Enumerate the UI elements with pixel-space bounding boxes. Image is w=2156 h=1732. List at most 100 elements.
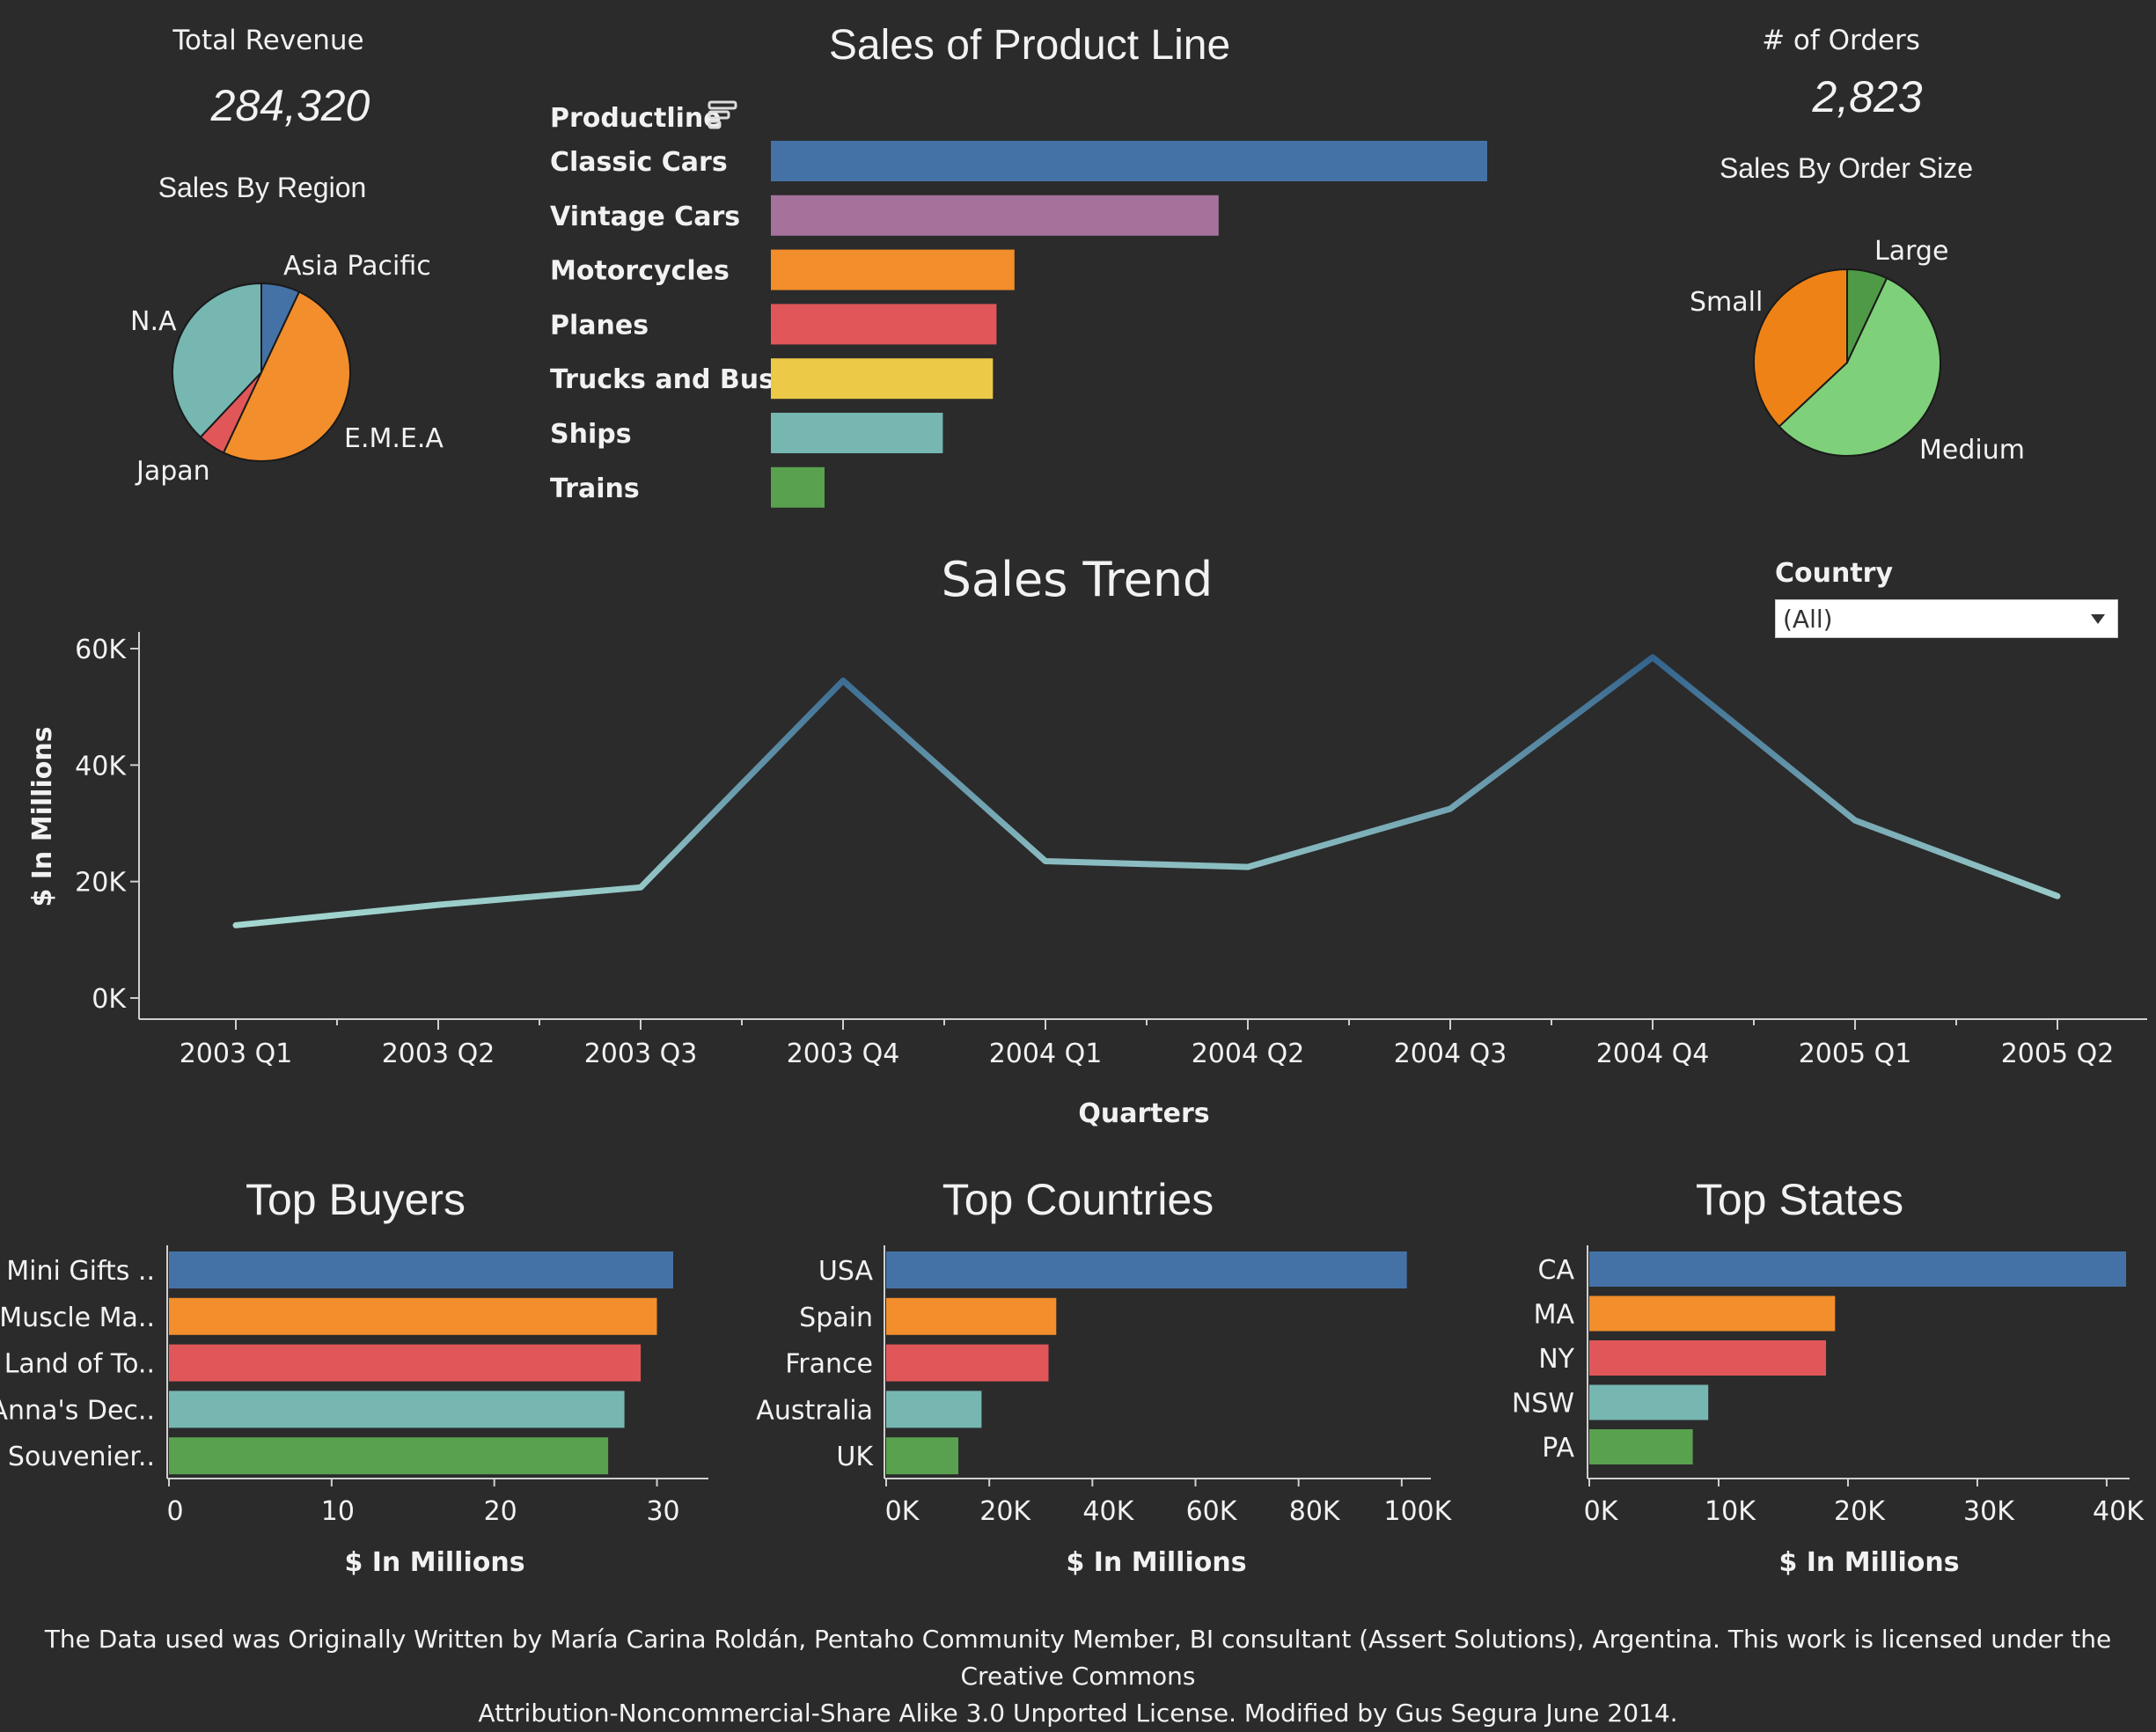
country-dropdown[interactable]: (All) bbox=[1775, 599, 2118, 638]
orders-count-value: 2,823 bbox=[1811, 72, 1922, 121]
region-label-asia-pacific: Asia Pacific bbox=[283, 251, 431, 282]
trend-x-tick-label: 2004 Q1 bbox=[989, 1038, 1103, 1069]
top-states-bar[interactable] bbox=[1589, 1251, 2126, 1287]
top-buyers-chart: Mini Gifts .. Muscle Ma.. Land of To.. Anna… bbox=[0, 1245, 708, 1527]
top-buyers-bar[interactable] bbox=[169, 1297, 657, 1335]
top-states-x-axis-title: $ In Millions bbox=[1778, 1547, 1959, 1578]
top-states-x-tick-label: 30K bbox=[1963, 1496, 2015, 1527]
top-countries-bar[interactable] bbox=[886, 1251, 1407, 1288]
country-dropdown-value: (All) bbox=[1783, 605, 1833, 634]
sort-icon[interactable] bbox=[708, 100, 737, 129]
sales-trend-line[interactable] bbox=[232, 654, 2061, 928]
productline-label: Motorcycles bbox=[550, 256, 730, 287]
top-countries-bar[interactable] bbox=[886, 1391, 982, 1428]
top-states-chart: CA MA NY NSW PA 0K 10K 20K 30K 40K bbox=[1512, 1245, 2145, 1527]
top-countries-x-tick-label: 60K bbox=[1186, 1496, 1238, 1527]
order-size-label-large: Large bbox=[1874, 236, 1948, 267]
trend-y-axis-title: $ In Millions bbox=[27, 726, 58, 906]
order-size-pie bbox=[1753, 268, 1942, 457]
top-buyers-x-axis-title: $ In Millions bbox=[344, 1547, 524, 1578]
order-size-slice-medium[interactable] bbox=[1778, 276, 1942, 457]
top-countries-category-label: Australia bbox=[756, 1395, 873, 1426]
top-countries-category-label: USA bbox=[818, 1256, 874, 1287]
top-states-category-label: PA bbox=[1542, 1433, 1574, 1464]
trend-x-tick-label: 2004 Q3 bbox=[1394, 1038, 1507, 1069]
top-countries-x-axis-title: $ In Millions bbox=[1066, 1547, 1246, 1578]
footer-line-1: The Data used was Originally Written by … bbox=[44, 1625, 2112, 1691]
trend-x-tick-label: 2005 Q2 bbox=[2001, 1038, 2115, 1069]
order-size-label-medium: Medium bbox=[1919, 435, 2025, 466]
trend-y-tick-label: 60K bbox=[75, 635, 127, 665]
top-states-bar[interactable] bbox=[1589, 1384, 1709, 1420]
total-revenue-value: 284,320 bbox=[210, 81, 370, 130]
top-states-category-label: MA bbox=[1534, 1300, 1575, 1331]
trend-y-tick-label: 40K bbox=[75, 751, 127, 782]
top-states-x-tick-label: 0K bbox=[1584, 1496, 1619, 1527]
region-label-emea: E.M.E.A bbox=[344, 423, 444, 454]
top-countries-bar[interactable] bbox=[886, 1437, 958, 1475]
productline-bar[interactable] bbox=[771, 466, 825, 508]
order-size-slice-small[interactable] bbox=[1753, 268, 1848, 428]
productline-bar[interactable] bbox=[771, 194, 1219, 236]
top-countries-x-tick-label: 100K bbox=[1383, 1496, 1452, 1527]
order-size-pie-title: Sales By Order Size bbox=[1720, 152, 1973, 184]
top-countries-category-label: UK bbox=[836, 1442, 874, 1472]
productline-bar[interactable] bbox=[771, 249, 1015, 290]
region-label-na: N.A bbox=[130, 306, 177, 337]
top-buyers-bar[interactable] bbox=[169, 1437, 609, 1475]
sales-trend-title: Sales Trend bbox=[942, 552, 1214, 607]
top-states-x-tick-label: 20K bbox=[1834, 1496, 1886, 1527]
top-countries-chart: USA Spain France Australia UK 0K 20K 40K 60K 80K 1… bbox=[756, 1245, 1453, 1527]
country-filter-label: Country bbox=[1775, 558, 1894, 589]
trend-y-tick-label: 0K bbox=[92, 984, 127, 1015]
productline-label: Vintage Cars bbox=[550, 202, 740, 232]
top-states-bar[interactable] bbox=[1589, 1340, 1826, 1376]
footer-credits: The Data used was Originally Written by … bbox=[0, 1621, 2156, 1732]
top-buyers-bar[interactable] bbox=[169, 1391, 625, 1428]
top-buyers-title: Top Buyers bbox=[246, 1175, 466, 1224]
top-states-category-label: NSW bbox=[1512, 1389, 1574, 1420]
productline-label: Ships bbox=[550, 419, 632, 450]
top-buyers-x-tick-label: 20 bbox=[484, 1496, 517, 1527]
total-revenue-label: Total Revenue bbox=[172, 25, 363, 56]
productline-bar[interactable] bbox=[771, 413, 943, 453]
top-states-category-label: NY bbox=[1538, 1344, 1574, 1375]
chevron-down-icon[interactable] bbox=[2091, 614, 2105, 624]
region-slice-n-a[interactable] bbox=[171, 282, 262, 439]
productline-bar[interactable] bbox=[771, 304, 997, 345]
top-buyers-category-label: Muscle Ma.. bbox=[0, 1303, 155, 1333]
productline-label: Planes bbox=[550, 310, 649, 341]
top-states-bar[interactable] bbox=[1589, 1295, 1836, 1332]
region-pie-title: Sales By Region bbox=[158, 172, 367, 203]
trend-x-tick-label: 2003 Q1 bbox=[180, 1038, 293, 1069]
region-pie bbox=[171, 282, 351, 462]
trend-x-tick-label: 2004 Q2 bbox=[1192, 1038, 1305, 1069]
top-states-title: Top States bbox=[1696, 1175, 1903, 1224]
productline-label: Trains bbox=[550, 473, 640, 504]
top-buyers-category-label: Anna's Dec.. bbox=[0, 1395, 155, 1426]
top-countries-bar[interactable] bbox=[886, 1344, 1049, 1382]
productline-bar[interactable] bbox=[771, 358, 994, 400]
top-buyers-x-tick-label: 30 bbox=[646, 1496, 679, 1527]
region-label-japan: Japan bbox=[135, 456, 210, 487]
trend-x-axis-title: Quarters bbox=[1078, 1098, 1209, 1129]
footer-line-2: Attribution-Noncommercial-Share Alike 3.… bbox=[478, 1699, 1678, 1728]
productline-bar[interactable] bbox=[771, 141, 1487, 181]
productline-bars: Classic Cars Vintage Cars Motorcycles Plane… bbox=[550, 141, 1487, 508]
top-states-category-label: CA bbox=[1538, 1255, 1575, 1286]
top-states-bar[interactable] bbox=[1589, 1429, 1693, 1464]
productline-label: Trucks and Buses bbox=[550, 364, 808, 395]
top-buyers-x-tick-label: 10 bbox=[321, 1496, 355, 1527]
top-buyers-bar[interactable] bbox=[169, 1344, 642, 1382]
top-countries-x-tick-label: 20K bbox=[979, 1496, 1031, 1527]
top-countries-bar[interactable] bbox=[886, 1297, 1057, 1335]
top-countries-title: Top Countries bbox=[942, 1175, 1214, 1224]
top-buyers-category-label: Souvenier.. bbox=[8, 1442, 155, 1472]
order-size-label-small: Small bbox=[1690, 287, 1763, 318]
productline-chart-title: Sales of Product Line bbox=[829, 22, 1230, 69]
region-slice-e-m-e-a[interactable] bbox=[222, 290, 351, 462]
top-buyers-bar[interactable] bbox=[169, 1251, 673, 1288]
productline-label: Classic Cars bbox=[550, 147, 728, 178]
trend-x-tick-label: 2004 Q4 bbox=[1596, 1038, 1710, 1069]
